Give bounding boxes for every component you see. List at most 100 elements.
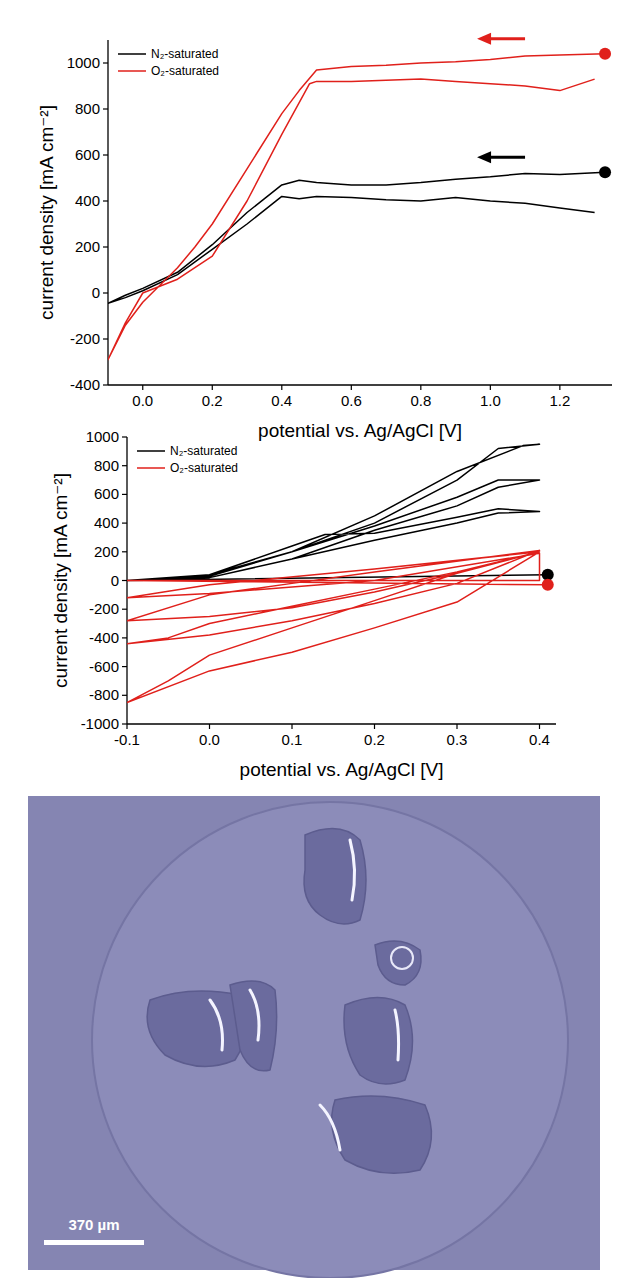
highlight [320, 1105, 340, 1150]
sweep-arrow-head [477, 151, 491, 163]
y-tick-label: 0 [92, 284, 100, 301]
y-tick-label: 1000 [67, 54, 100, 71]
x-tick [351, 385, 352, 390]
x-tick-label: 0.3 [447, 731, 468, 748]
particle [304, 829, 366, 924]
x-tick-label: 1.0 [480, 392, 501, 409]
y-tick [103, 200, 108, 201]
legend-swatch [137, 467, 165, 469]
y-tick-label: 600 [94, 485, 119, 502]
y-tick [103, 154, 108, 155]
y-tick [122, 522, 127, 523]
chart-panel: 0.00.20.40.60.81.01.2-400-20002004006008… [36, 33, 612, 441]
y-axis-title: current density [mA cm⁻²] [50, 473, 71, 688]
y-tick [122, 580, 127, 581]
x-tick [209, 724, 210, 729]
chart-panel: -0.10.00.10.20.30.4-1000-800-600-400-200… [50, 428, 556, 780]
plot-area [108, 54, 605, 360]
y-tick-label: 600 [75, 146, 100, 163]
y-tick-label: -600 [89, 658, 119, 675]
x-tick-label: 0.4 [529, 731, 550, 748]
scale-bar [44, 1240, 144, 1245]
legend-label: O₂-saturated [151, 64, 219, 78]
x-tick-label: 0.2 [202, 392, 223, 409]
legend: N₂-saturated O₂-saturated [137, 444, 238, 475]
y-tick-label: 400 [94, 514, 119, 531]
x-tick [291, 724, 292, 729]
legend-swatch [118, 53, 146, 55]
legend-swatch [137, 450, 165, 452]
particle [147, 991, 246, 1066]
x-tick [126, 724, 127, 729]
x-tick [212, 385, 213, 390]
y-tick [122, 551, 127, 552]
highlight [395, 1010, 399, 1060]
x-tick-label: -0.1 [114, 731, 140, 748]
y-tick [122, 494, 127, 495]
y-tick-label: -1000 [81, 715, 119, 732]
y-tick-label: -400 [89, 629, 119, 646]
x-axis-title: potential vs. Ag/AgCl [V] [258, 420, 462, 441]
y-tick-label: 200 [75, 238, 100, 255]
x-tick [420, 385, 421, 390]
x-tick [559, 385, 560, 390]
series-line [127, 444, 548, 580]
x-tick-label: 0.1 [282, 731, 303, 748]
y-tick-label: -200 [70, 330, 100, 347]
x-tick [142, 385, 143, 390]
y-tick [103, 62, 108, 63]
sweep-arrow [487, 156, 525, 159]
x-axis-line [108, 384, 612, 385]
y-tick [103, 338, 108, 339]
series-line [108, 172, 605, 303]
start-marker [599, 48, 611, 60]
legend-label: O₂-saturated [170, 461, 238, 475]
highlight [250, 990, 259, 1040]
x-tick [281, 385, 282, 390]
start-marker [542, 579, 554, 591]
series-line [127, 550, 548, 702]
figure: 0.00.20.40.60.81.01.2-400-20002004006008… [0, 0, 627, 1278]
highlight [210, 1000, 223, 1050]
electrode-disc [92, 802, 568, 1278]
y-tick [103, 246, 108, 247]
x-tick-label: 0.2 [364, 731, 385, 748]
y-axis-line [107, 40, 108, 385]
bubble [391, 947, 413, 969]
y-tick [122, 723, 127, 724]
y-tick [103, 292, 108, 293]
y-tick-label: -200 [89, 600, 119, 617]
x-tick-label: 0.0 [132, 392, 153, 409]
sweep-arrow [487, 37, 525, 40]
x-axis-line [127, 723, 556, 724]
y-tick-label: 0 [111, 572, 119, 589]
y-tick [122, 465, 127, 466]
x-tick [374, 724, 375, 729]
legend-label: N₂-saturated [170, 444, 237, 458]
legend-swatch [118, 70, 146, 72]
y-tick [122, 666, 127, 667]
particle [344, 998, 413, 1085]
y-tick-label: 800 [94, 457, 119, 474]
y-tick-label: 400 [75, 192, 100, 209]
y-tick [122, 436, 127, 437]
y-tick [122, 609, 127, 610]
micrograph: 370 µm [28, 796, 600, 1278]
y-tick [122, 637, 127, 638]
x-tick-label: 0.8 [410, 392, 431, 409]
series-line [108, 54, 605, 360]
y-tick [122, 695, 127, 696]
highlight [350, 840, 355, 900]
x-tick-label: 0.6 [341, 392, 362, 409]
plot-area [127, 444, 548, 702]
x-tick-label: 0.0 [199, 731, 220, 748]
y-tick [103, 384, 108, 385]
legend: N₂-saturatedO₂-saturated [118, 47, 219, 78]
y-tick-label: 200 [94, 543, 119, 560]
start-marker [599, 166, 611, 178]
particle [332, 1096, 432, 1173]
x-tick-label: 0.4 [271, 392, 292, 409]
x-axis-title: potential vs. Ag/AgCl [V] [240, 759, 444, 780]
y-tick-label: 800 [75, 100, 100, 117]
sweep-arrow-head [477, 33, 491, 45]
